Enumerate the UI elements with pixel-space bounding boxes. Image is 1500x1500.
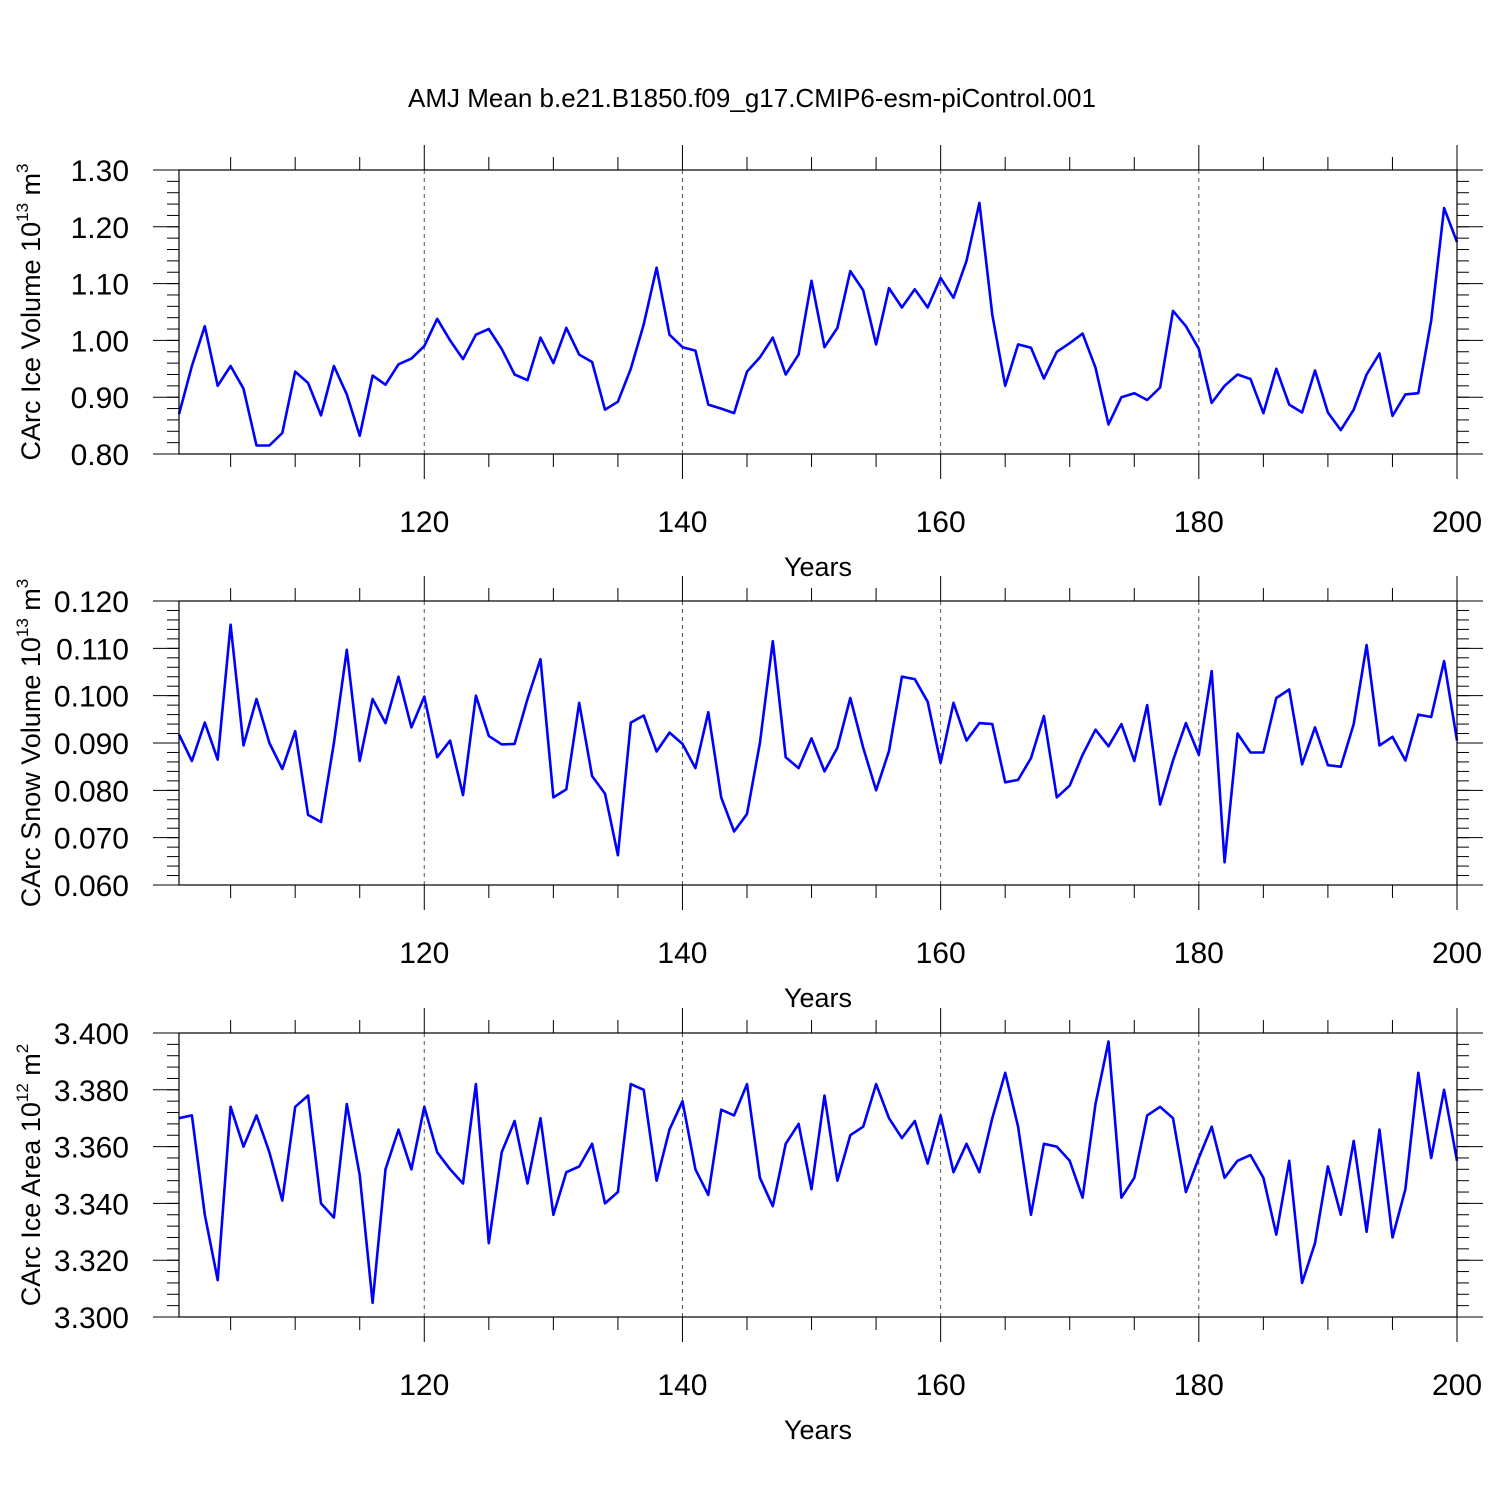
y-axis-label: CArc Ice Volume 1013 m3 xyxy=(13,163,46,460)
x-tick-label: 200 xyxy=(1432,506,1482,539)
x-tick-label: 180 xyxy=(1174,506,1224,539)
plot-frame xyxy=(178,600,1458,886)
x-tick-label: 140 xyxy=(657,1369,707,1402)
data-series-line xyxy=(177,623,1459,864)
x-tick-label: 180 xyxy=(1174,937,1224,970)
y-tick-label: 0.120 xyxy=(54,586,129,619)
chart-title: AMJ Mean b.e21.B1850.f09_g17.CMIP6-esm-p… xyxy=(408,83,1096,113)
x-tick-label: 160 xyxy=(916,1369,966,1402)
panel-3: 120 140 160 180 200 3.300 3.320 3.340 3.360 3.380… xyxy=(13,1008,1483,1445)
y-tick-label: 3.320 xyxy=(54,1245,129,1278)
panel-1: 120 140 160 180 200 0.80 0.90 1.00 1.10 1.20 1.30 Y… xyxy=(13,145,1483,582)
x-tick-label: 180 xyxy=(1174,1369,1224,1402)
y-tick-label: 0.060 xyxy=(54,870,129,903)
plot-frame xyxy=(178,169,1458,455)
data-series-line xyxy=(178,1040,1459,1305)
y-axis-label: CArc Snow Volume 1013 m3 xyxy=(13,579,46,908)
x-axis-label: Years xyxy=(784,983,852,1013)
y-tick-label: 0.80 xyxy=(71,439,129,472)
y-tick-label: 3.300 xyxy=(54,1302,129,1335)
y-tick-label: 3.360 xyxy=(54,1132,129,1165)
x-tick-label: 160 xyxy=(916,937,966,970)
y-tick-label: 1.00 xyxy=(71,325,129,358)
x-tick-label: 160 xyxy=(916,506,966,539)
x-axis-label: Years xyxy=(784,1415,852,1445)
y-tick-label: 0.100 xyxy=(54,681,129,714)
x-tick-label: 200 xyxy=(1432,1369,1482,1402)
y-tick-label: 0.90 xyxy=(71,382,129,415)
y-tick-label: 1.20 xyxy=(71,212,129,245)
y-tick-label: 1.30 xyxy=(71,155,129,188)
y-tick-label: 0.070 xyxy=(54,823,129,856)
x-tick-label: 140 xyxy=(657,937,707,970)
data-series-line xyxy=(177,201,1459,447)
y-tick-label: 3.400 xyxy=(54,1018,129,1051)
y-tick-label: 0.080 xyxy=(54,775,129,808)
x-tick-label: 200 xyxy=(1432,937,1482,970)
x-tick-label: 140 xyxy=(657,506,707,539)
panels-container: 120 140 160 180 200 0.80 0.90 1.00 1.10 1.20 1.30 Y… xyxy=(13,145,1483,1445)
y-axis-label: CArc Ice Area 1012 m2 xyxy=(13,1044,46,1307)
y-tick-label: 3.340 xyxy=(54,1188,129,1221)
panel-2: 120 140 160 180 200 0.060 0.070 0.080 0.090 0.100… xyxy=(13,576,1483,1013)
y-tick-label: 0.090 xyxy=(54,728,129,761)
x-tick-label: 120 xyxy=(399,506,449,539)
y-tick-label: 1.10 xyxy=(71,269,129,302)
x-axis-label: Years xyxy=(784,552,852,582)
x-tick-label: 120 xyxy=(399,937,449,970)
y-tick-label: 3.380 xyxy=(54,1075,129,1108)
x-tick-label: 120 xyxy=(399,1369,449,1402)
plot-frame xyxy=(178,1032,1458,1318)
y-tick-label: 0.110 xyxy=(56,633,129,666)
